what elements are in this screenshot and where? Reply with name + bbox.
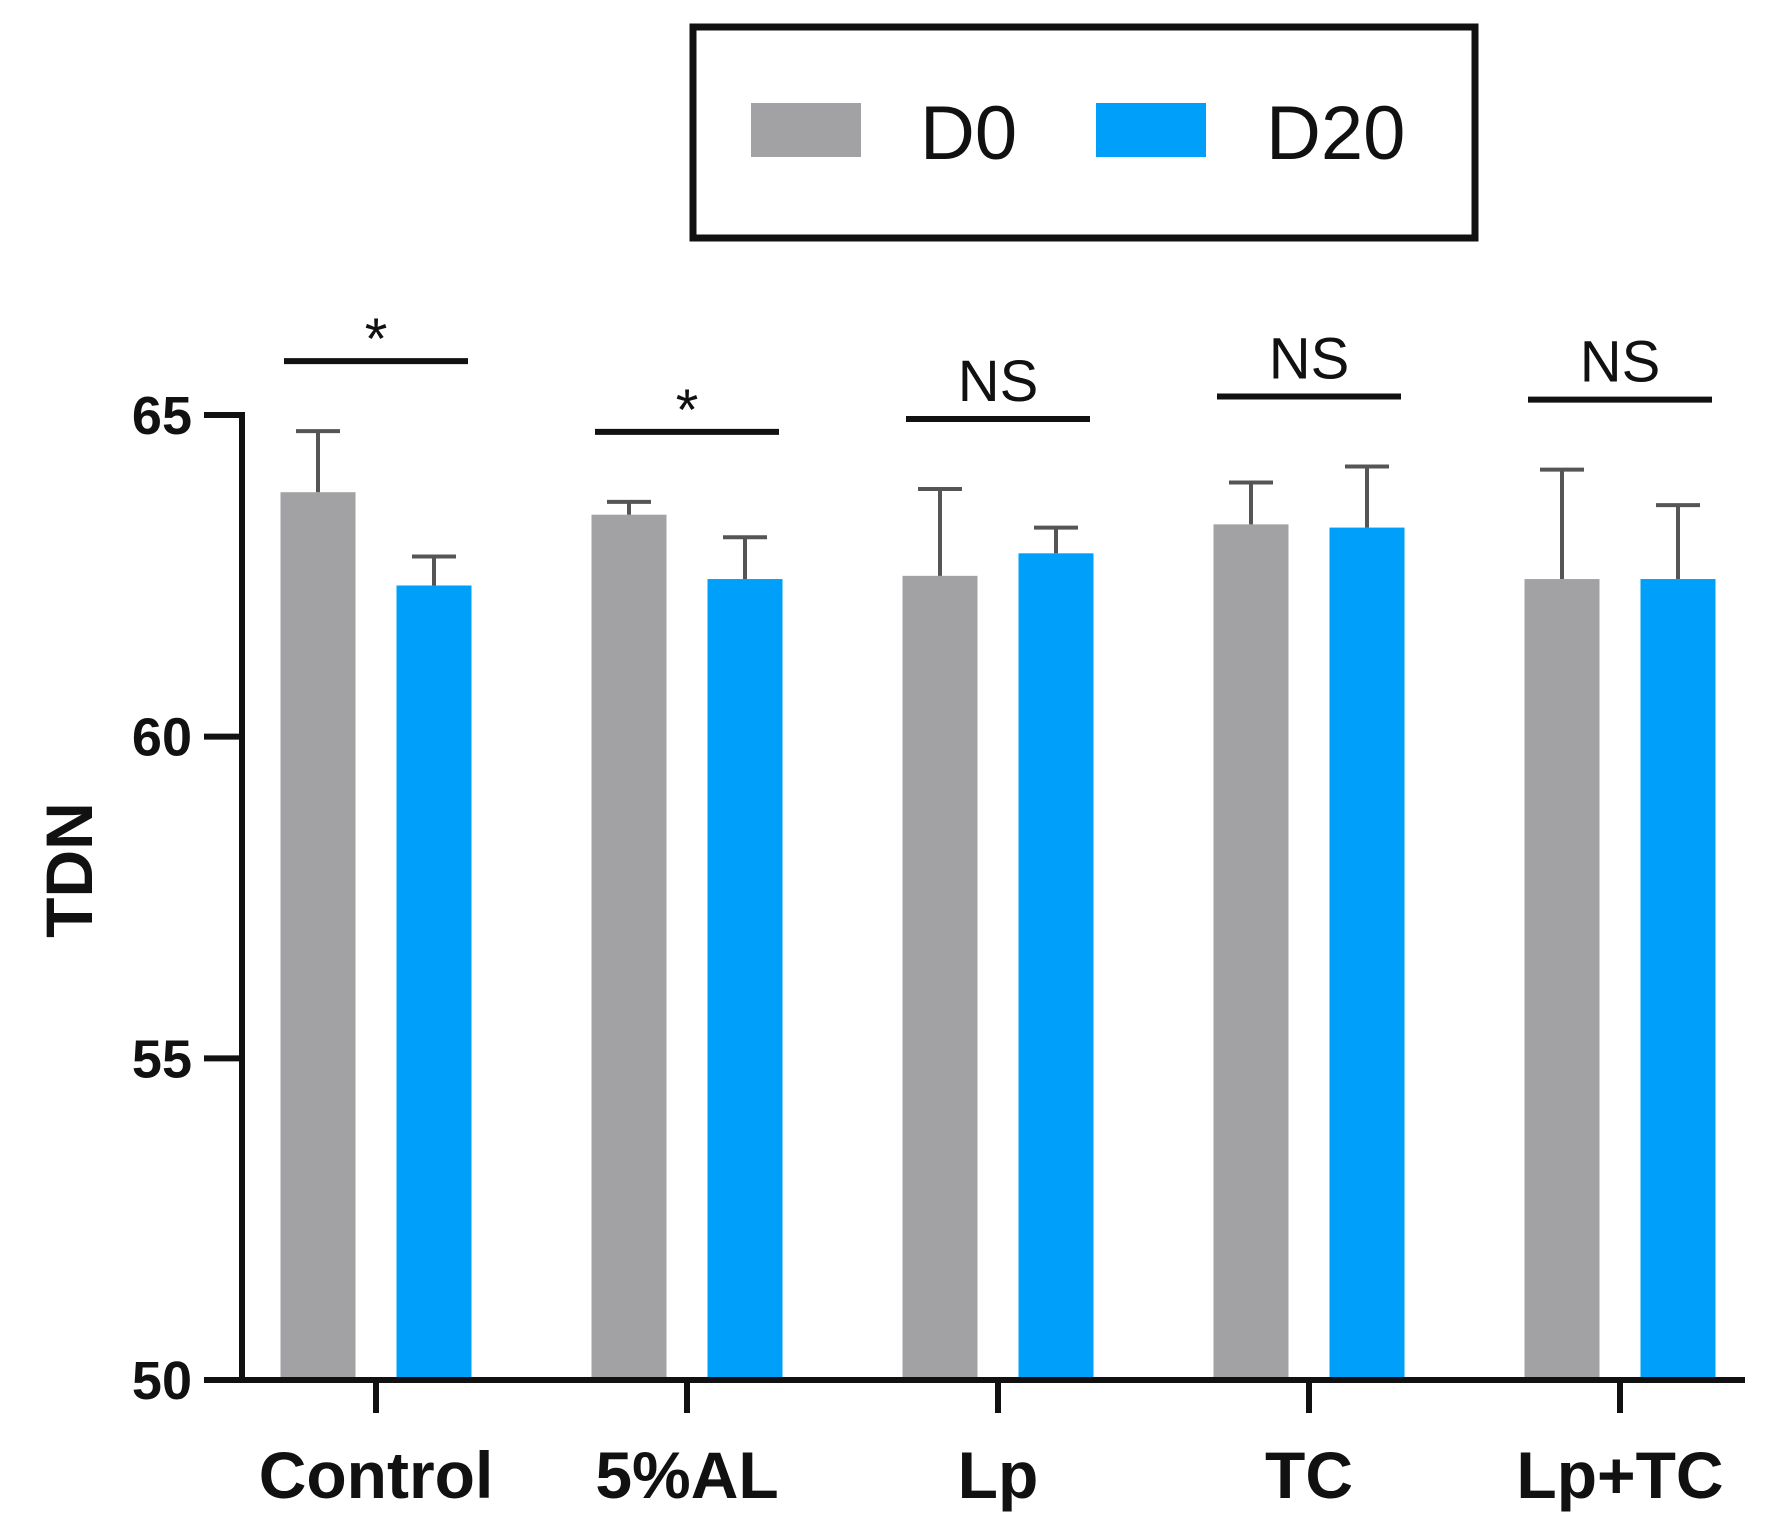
x-tick-label-2: 5%AL [595,1438,778,1512]
significance-label-5: NS [1580,330,1661,395]
significance-label-2: * [676,378,699,443]
x-tick-label-5: Lp+TC [1516,1438,1723,1512]
x-tick-label-4: TC [1265,1438,1353,1512]
bar-d0-3 [902,575,978,1380]
y-tick-label-60: 60 [132,708,192,768]
significance-label-3: NS [958,349,1039,414]
significance-label-4: NS [1269,326,1350,391]
bar-d0-1 [280,492,356,1380]
legend: D0 D20 [689,23,1479,242]
bar-d0-5 [1524,579,1600,1380]
legend-label-d0: D0 [920,91,1017,176]
bar-d0-4 [1213,524,1289,1380]
bar-d20-4 [1329,527,1405,1380]
axes-layer: Control 5%AL Lp TC Lp+TC 50 55 60 65 [132,386,1745,1512]
significance-label-1: * [365,307,388,372]
bars-layer [280,429,1716,1380]
legend-swatch-d0 [751,103,861,157]
significance-layer: * * NS NS NS [284,307,1712,443]
bar-d20-3 [1018,553,1094,1380]
y-axis-title: TDN [32,802,106,938]
y-tick-label-65: 65 [132,386,192,446]
legend-swatch-d20 [1096,103,1206,157]
bar-d20-1 [396,585,472,1380]
bar-d20-2 [707,579,783,1380]
x-tick-label-1: Control [259,1438,494,1512]
x-tick-label-3: Lp [958,1438,1039,1512]
bar-d20-5 [1640,579,1716,1380]
bar-d0-2 [591,514,667,1380]
legend-label-d20: D20 [1266,91,1405,176]
y-tick-label-55: 55 [132,1029,192,1089]
y-tick-label-50: 50 [132,1351,192,1411]
